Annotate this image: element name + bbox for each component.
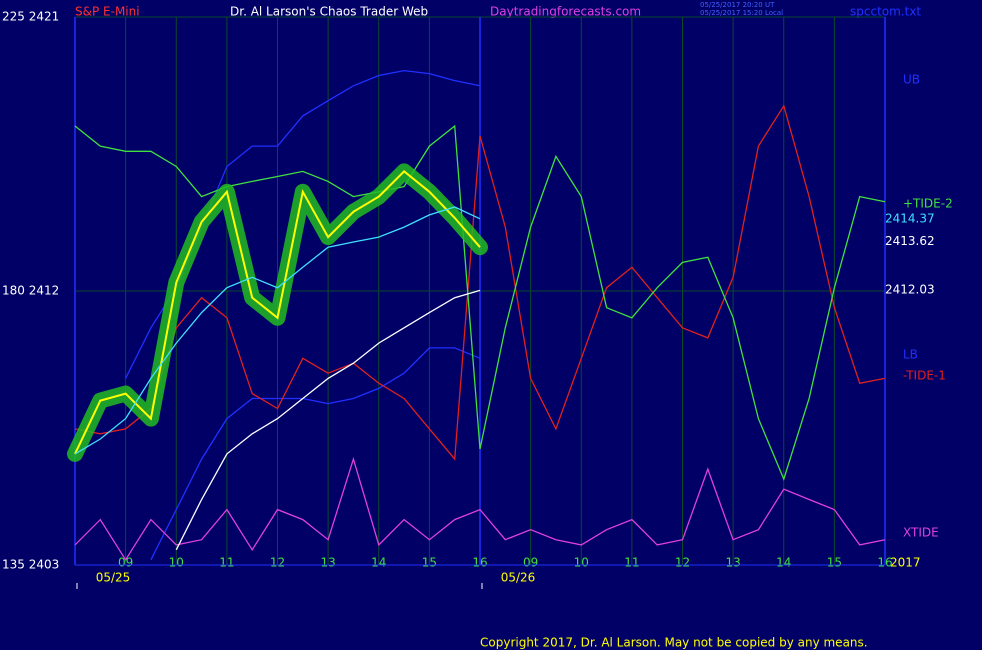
price-label: 2412.03	[885, 283, 935, 297]
copyright: Copyright 2017, Dr. Al Larson. May not b…	[480, 636, 868, 650]
x-tick-label: 13	[725, 556, 740, 570]
x-tick-label: 15	[827, 556, 842, 570]
timestamp: 05/25/2017 15:20 Local	[700, 9, 783, 17]
series-label: -TIDE-1	[903, 369, 946, 383]
website: Daytradingforecasts.com	[490, 5, 641, 19]
y-tick-label: 135 2403	[2, 558, 59, 572]
file-name: spcctom.txt	[850, 5, 921, 19]
y-tick-label: 225 2421	[2, 10, 59, 24]
series-line	[150, 347, 481, 561]
symbol: S&P E-Mini	[75, 5, 140, 19]
series-label: XTIDE	[903, 526, 939, 540]
x-tick-label: 09	[523, 556, 538, 570]
series-line	[74, 124, 886, 481]
series-line	[175, 289, 481, 551]
x-tick-label: 10	[169, 556, 184, 570]
date-label: 05/25	[96, 571, 131, 585]
series-line	[74, 456, 886, 562]
x-tick-label: 14	[776, 556, 791, 570]
y-tick-label: 180 2412	[2, 284, 59, 298]
price-label: 2413.62	[885, 234, 935, 248]
chart-title: Dr. Al Larson's Chaos Trader Web	[230, 5, 428, 19]
date-label: 05/26	[501, 571, 536, 585]
x-tick-label: 11	[219, 556, 234, 570]
price-label: 2414.37	[885, 211, 935, 225]
timestamp: 05/25/2017 20:20 UT	[700, 1, 775, 9]
x-tick-label: 15	[422, 556, 437, 570]
x-tick-label: 12	[675, 556, 690, 570]
x-tick-label: 10	[574, 556, 589, 570]
x-tick-label: 11	[624, 556, 639, 570]
series-label: LB	[903, 348, 918, 362]
x-tick-label: 12	[270, 556, 285, 570]
series-label: UB	[903, 73, 920, 87]
series-line	[74, 170, 481, 455]
x-tick-label: 14	[371, 556, 386, 570]
series-label: +TIDE-2	[903, 197, 953, 211]
x-tick-label: 13	[320, 556, 335, 570]
year-label: 2017	[890, 556, 921, 570]
series-line	[74, 206, 481, 455]
x-tick-label: 09	[118, 556, 133, 570]
